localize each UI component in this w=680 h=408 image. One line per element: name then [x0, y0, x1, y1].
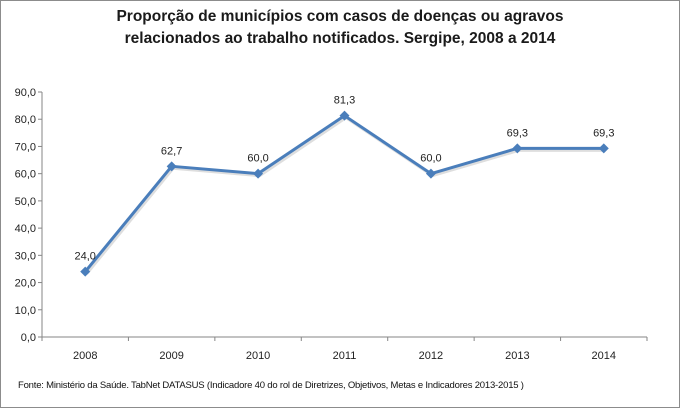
data-point-marker: [80, 266, 91, 277]
data-label: 69,3: [593, 127, 614, 139]
data-point-marker: [166, 161, 177, 172]
y-tick-label: 10,0: [15, 305, 36, 317]
x-tick-label: 2013: [505, 350, 529, 362]
data-point-marker: [512, 143, 523, 154]
chart-title: Proporção de municípios com casos de doe…: [60, 6, 620, 50]
y-tick-label: 70,0: [15, 141, 36, 153]
chart-title-line-1: Proporção de municípios com casos de doe…: [116, 8, 564, 25]
data-point-marker: [339, 110, 350, 121]
chart-title-line-2: relacionados ao trabalho notificados. Se…: [124, 30, 556, 47]
x-tick-label: 2009: [159, 350, 183, 362]
x-tick-label: 2008: [73, 350, 97, 362]
data-label: 62,7: [161, 145, 182, 157]
y-tick-label: 60,0: [15, 169, 36, 181]
data-label: 60,0: [247, 153, 268, 165]
y-tick-label: 30,0: [15, 250, 36, 262]
y-tick-label: 80,0: [15, 114, 36, 126]
y-tick-label: 0,0: [21, 332, 36, 344]
data-label: 69,3: [507, 127, 528, 139]
data-label: 81,3: [334, 95, 355, 107]
y-tick-label: 50,0: [15, 196, 36, 208]
data-point-marker: [425, 168, 436, 179]
data-point-marker: [598, 143, 609, 154]
data-label: 24,0: [75, 251, 96, 263]
x-tick-label: 2010: [246, 350, 270, 362]
data-label: 60,0: [420, 153, 441, 165]
series-line-shadow: [85, 115, 606, 275]
data-point-marker: [253, 168, 264, 179]
x-tick-label: 2011: [333, 350, 357, 362]
y-tick-label: 40,0: [15, 223, 36, 235]
chart-source-note: Fonte: Ministério da Saúde. TabNet DATAS…: [18, 380, 524, 391]
x-tick-label: 2012: [419, 350, 443, 362]
y-tick-label: 90,0: [15, 87, 36, 99]
y-tick-label: 20,0: [15, 278, 36, 290]
x-tick-label: 2014: [592, 350, 616, 362]
